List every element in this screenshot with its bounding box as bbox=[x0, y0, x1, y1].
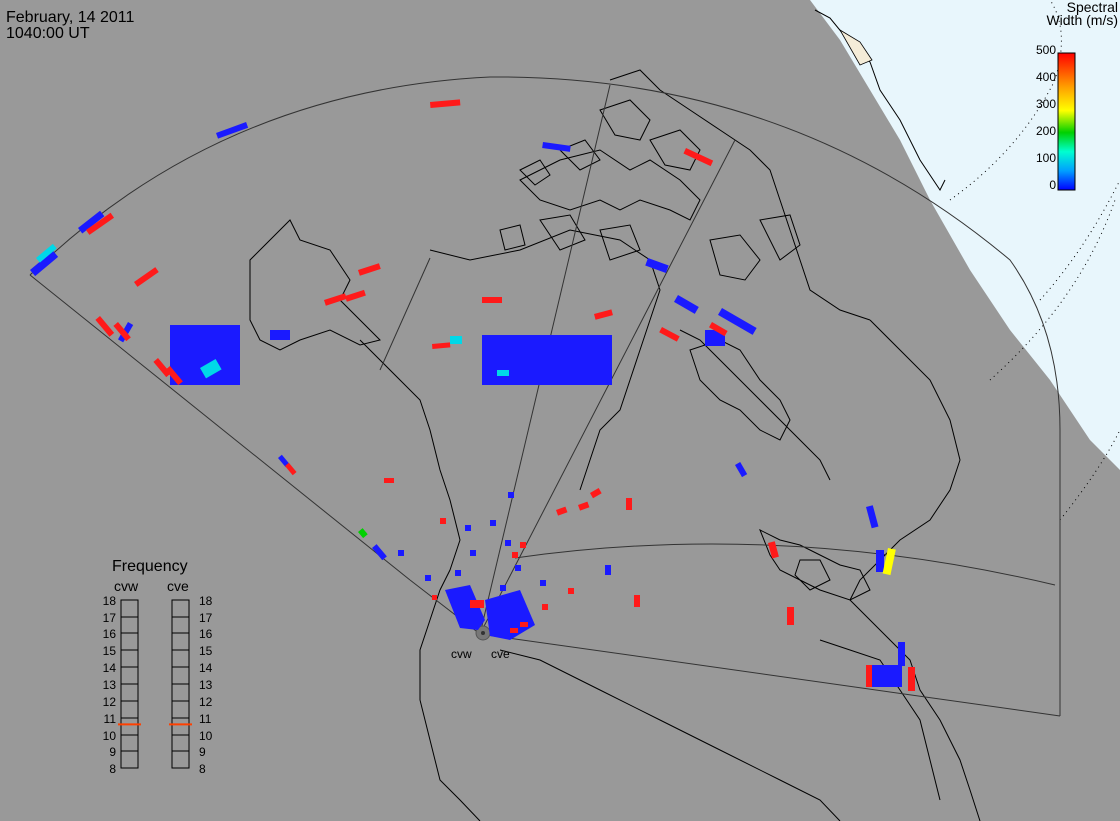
arctic-islands bbox=[499, 99, 801, 281]
radar-site-center bbox=[481, 631, 485, 635]
freq-tick-right: 9 bbox=[199, 745, 206, 759]
freq-tick-right: 14 bbox=[199, 661, 213, 675]
frequency-label-cvw: cvw bbox=[114, 578, 139, 594]
color-scale-label: 0 bbox=[1049, 178, 1056, 192]
plot-date: February, 14 2011 bbox=[6, 9, 135, 26]
color-scale-bar bbox=[1057, 52, 1076, 191]
polar-grid-lines bbox=[949, 0, 1120, 521]
color-scale-subtitle: Width (m/s) bbox=[1046, 12, 1118, 28]
freq-tick-right: 10 bbox=[199, 729, 213, 743]
freq-tick-left: 14 bbox=[102, 661, 116, 675]
echo-block-central bbox=[482, 335, 612, 385]
color-scale-title: Spectral bbox=[1066, 0, 1118, 15]
plot-time: 1040:00 UT bbox=[6, 25, 90, 42]
freq-tick-right: 12 bbox=[199, 695, 213, 709]
color-scale-label: 100 bbox=[1035, 151, 1056, 165]
echo-block-southeast bbox=[872, 665, 902, 687]
color-scale-label: 300 bbox=[1035, 97, 1056, 111]
freq-panel-gridlines bbox=[121, 616, 189, 752]
freq-tick-left: 17 bbox=[102, 611, 116, 625]
freq-tick-left: 8 bbox=[109, 762, 116, 776]
yellow-echo-cell bbox=[882, 548, 896, 576]
polar-cap-region bbox=[810, 0, 1120, 470]
freq-tick-right: 17 bbox=[199, 611, 213, 625]
red-echo-cells bbox=[85, 99, 915, 691]
color-scale-label: 200 bbox=[1035, 124, 1056, 138]
freq-tick-right: 18 bbox=[199, 594, 213, 608]
coastlines bbox=[249, 69, 981, 821]
freq-tick-right: 13 bbox=[199, 678, 213, 692]
freq-tick-left: 12 bbox=[102, 695, 116, 709]
color-scale-label: 500 bbox=[1035, 43, 1056, 57]
freq-tick-right: 16 bbox=[199, 627, 213, 641]
greenland-coast bbox=[814, 9, 946, 191]
freq-tick-left: 15 bbox=[102, 644, 116, 658]
near-range-echoes bbox=[398, 492, 546, 640]
freq-tick-right: 15 bbox=[199, 644, 213, 658]
freq-tick-right: 11 bbox=[199, 712, 212, 726]
frequency-title: Frequency bbox=[112, 558, 188, 575]
freq-tick-left: 10 bbox=[102, 729, 116, 743]
radar-label-cvw: cvw bbox=[451, 647, 472, 661]
freq-tick-right: 8 bbox=[199, 762, 206, 776]
freq-tick-left: 18 bbox=[102, 594, 116, 608]
blue-echo-cells bbox=[29, 122, 905, 687]
near-range-red-echoes bbox=[384, 478, 574, 633]
greenland-tip bbox=[838, 28, 873, 66]
cyan-echo-cells bbox=[36, 243, 509, 379]
freq-tick-left: 9 bbox=[109, 745, 116, 759]
frequency-label-cve: cve bbox=[167, 578, 189, 594]
color-scale-label: 400 bbox=[1035, 70, 1056, 84]
near-fan-east bbox=[485, 590, 535, 640]
freq-tick-left: 11 bbox=[103, 712, 116, 726]
freq-tick-left: 16 bbox=[102, 627, 116, 641]
near-fan-west bbox=[445, 585, 485, 630]
green-echo-cell bbox=[357, 528, 368, 539]
radar-label-cve: cve bbox=[491, 647, 510, 661]
freq-tick-left: 13 bbox=[102, 678, 116, 692]
